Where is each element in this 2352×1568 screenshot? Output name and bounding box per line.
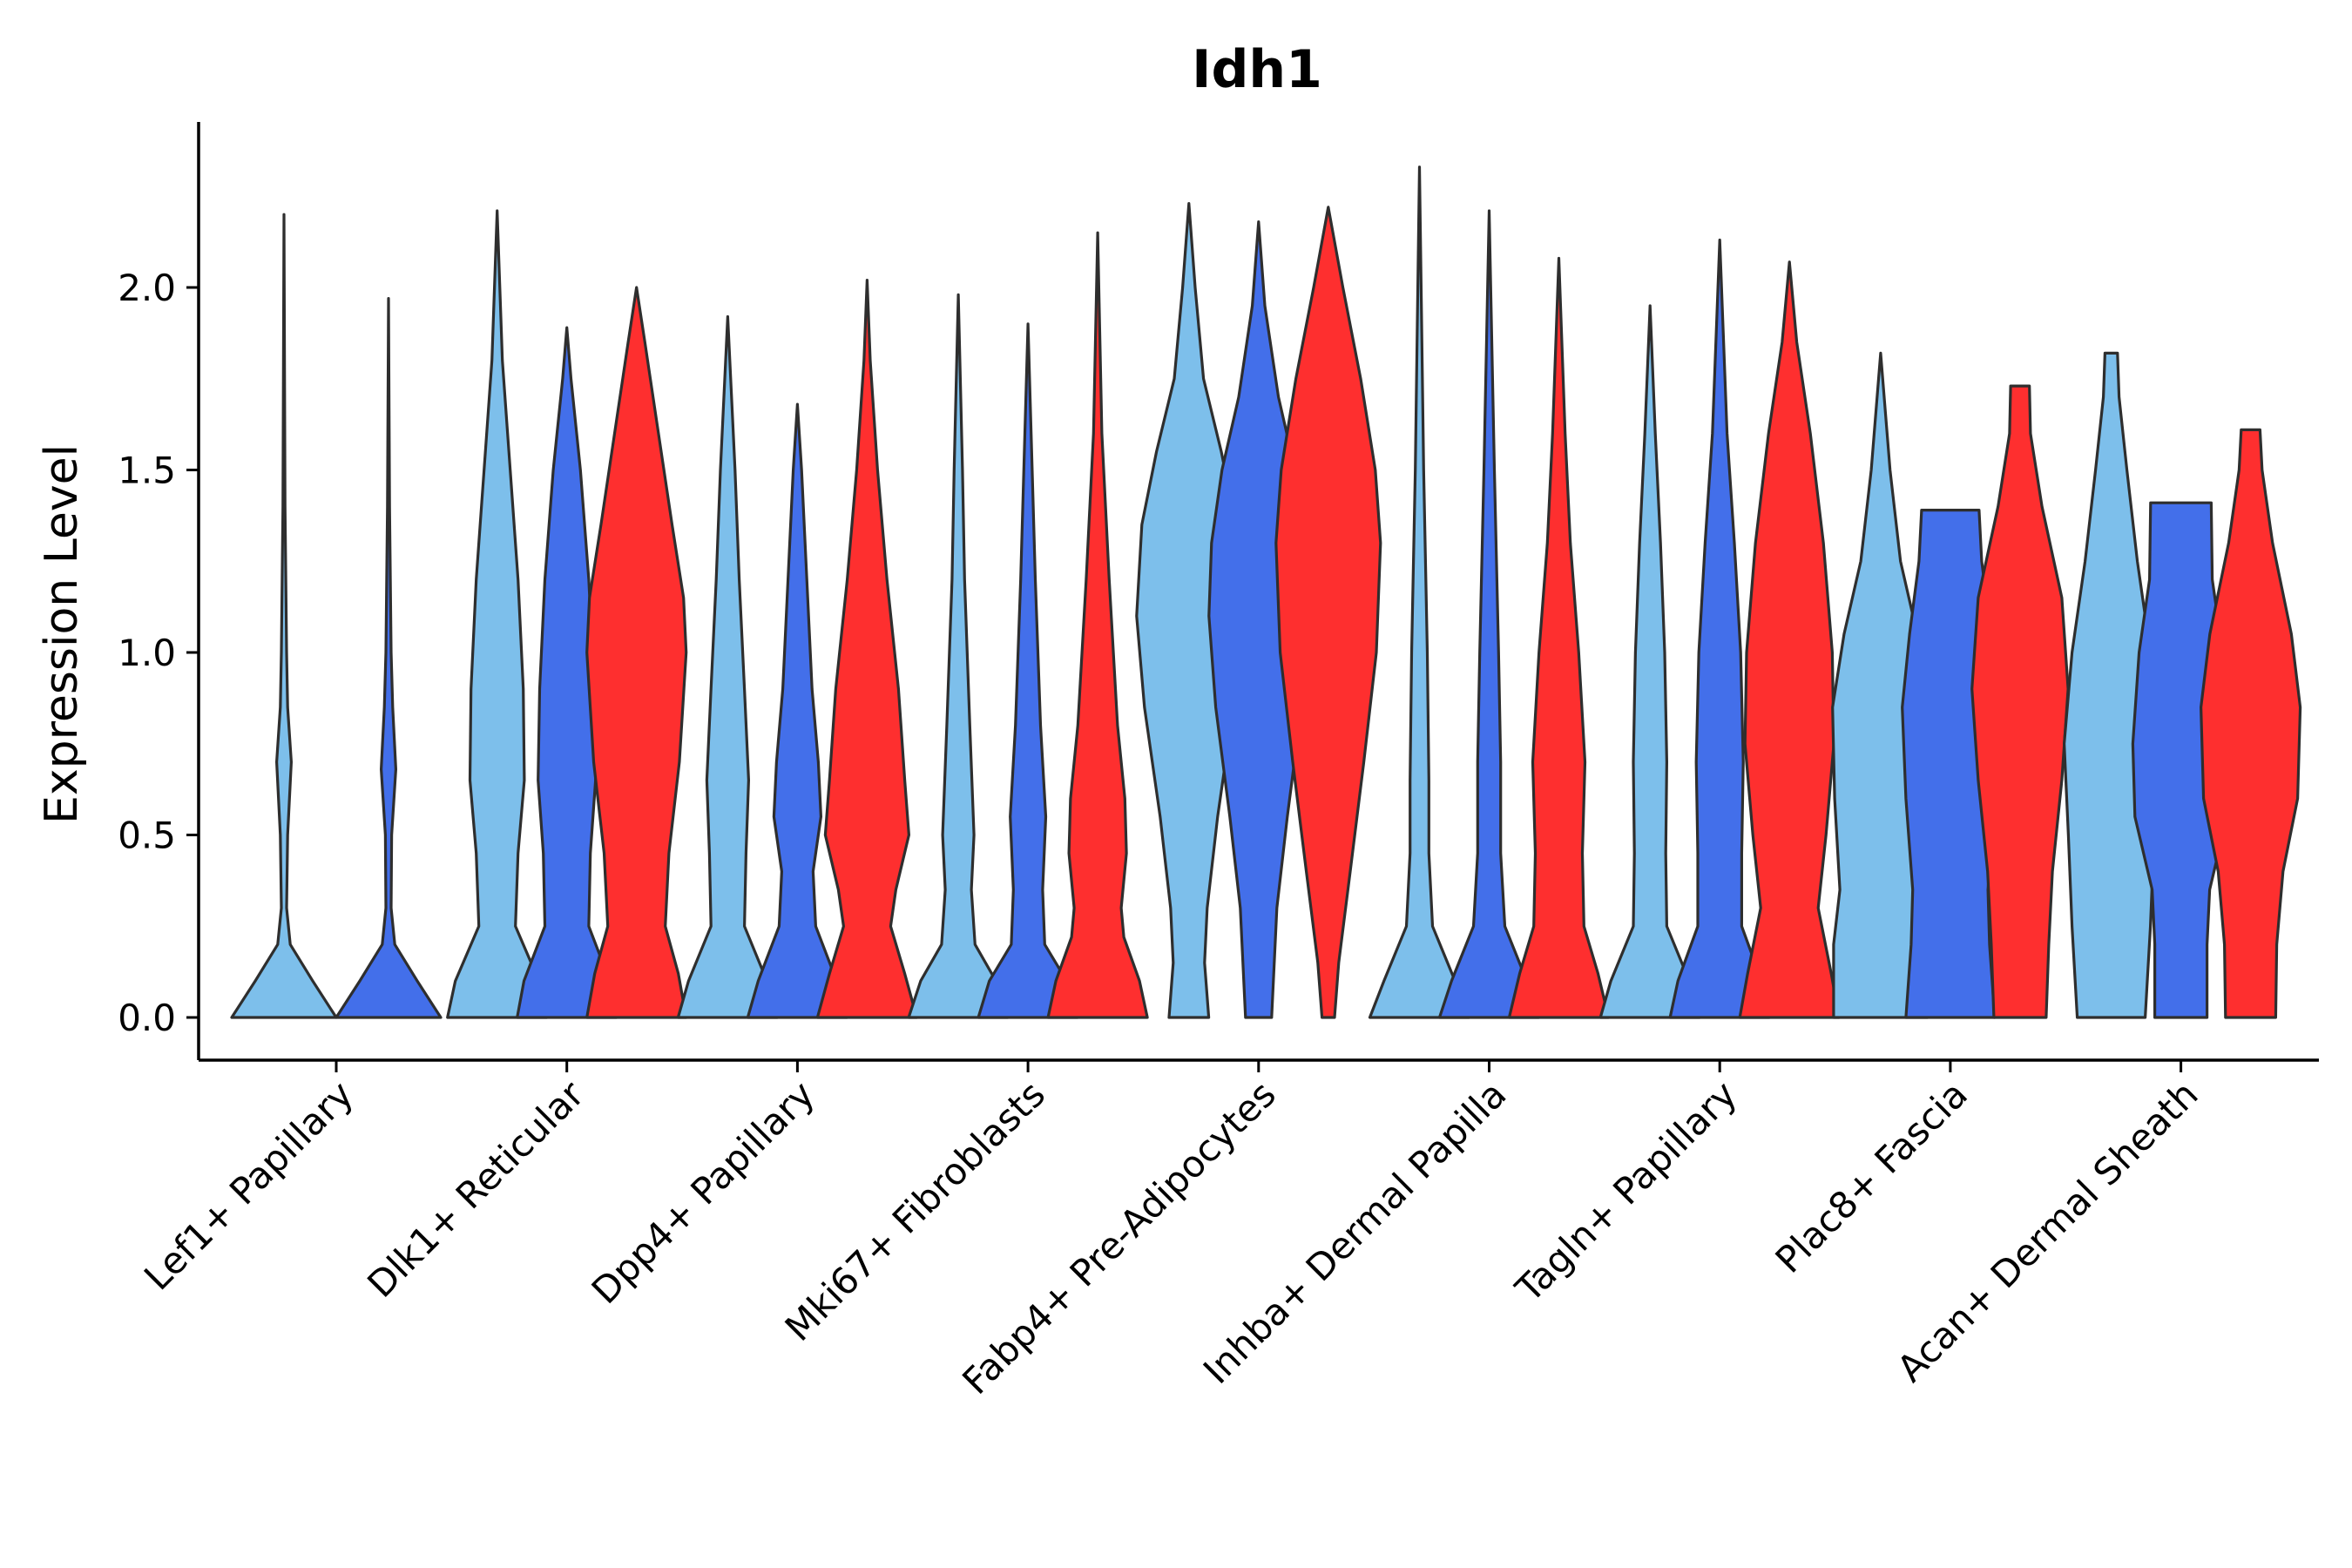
- x-tick-label: Tagln+ Papillary: [1507, 1072, 1745, 1310]
- violin-2-0: [676, 314, 779, 1019]
- violin-8-2: [2200, 428, 2302, 1019]
- x-tick-label: Mki67+ Fibroblasts: [777, 1072, 1053, 1348]
- violin-3-2: [1046, 231, 1149, 1019]
- violin-4-0: [1135, 202, 1243, 1019]
- violin-5-2: [1507, 256, 1611, 1019]
- chart-title: Idh1: [1192, 39, 1322, 100]
- violin-6-2: [1738, 260, 1841, 1019]
- violin-1-2: [585, 286, 688, 1019]
- violin-3-1: [977, 322, 1079, 1019]
- x-tick-label: Lef1+ Papillary: [136, 1072, 362, 1298]
- violin-6-1: [1668, 238, 1771, 1019]
- violin-0-0: [230, 213, 338, 1019]
- y-tick-label: 0.0: [118, 997, 176, 1039]
- y-tick-label: 1.5: [118, 449, 176, 492]
- y-tick-label: 2.0: [118, 267, 176, 309]
- violin-5-0: [1368, 166, 1471, 1019]
- x-tick-label: Plac8+ Fascia: [1767, 1072, 1976, 1281]
- violin-group: [230, 166, 2302, 1019]
- y-tick-label: 1.0: [118, 632, 176, 674]
- violin-4-2: [1274, 206, 1382, 1019]
- y-tick-label: 0.5: [118, 814, 176, 857]
- violin-1-1: [516, 326, 618, 1019]
- violin-7-2: [1970, 384, 2070, 1019]
- x-tick-label: Dpp4+ Papillary: [584, 1072, 823, 1312]
- violin-5-1: [1437, 209, 1541, 1019]
- violin-3-0: [907, 293, 1010, 1019]
- violin-1-0: [446, 209, 549, 1019]
- violin-2-2: [815, 279, 918, 1019]
- violin-6-0: [1598, 304, 1701, 1019]
- violin-4-1: [1207, 220, 1310, 1019]
- y-axis-label: Expression Level: [36, 444, 88, 824]
- x-tick-label: Dlk1+ Reticular: [359, 1072, 592, 1306]
- violin-8-1: [2131, 501, 2231, 1019]
- violin-2-1: [746, 402, 848, 1019]
- violin-0-1: [335, 297, 443, 1019]
